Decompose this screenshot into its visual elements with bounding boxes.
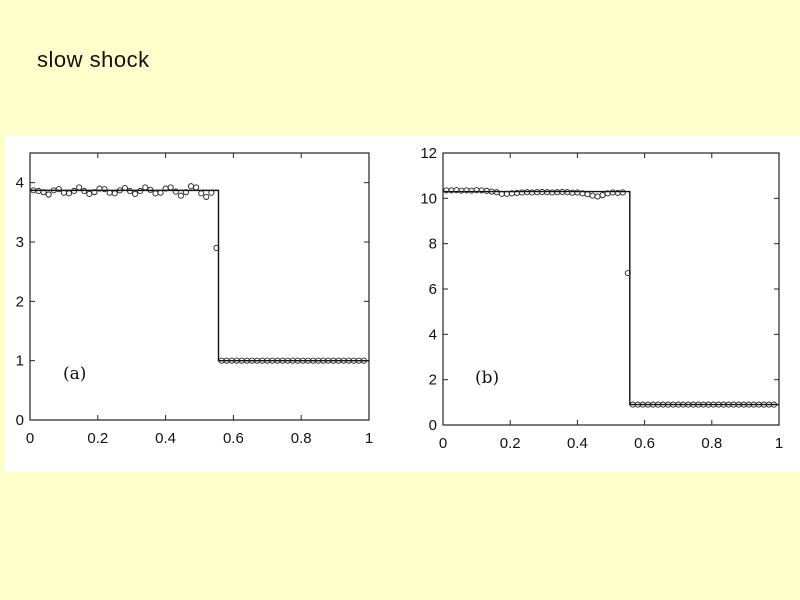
data-point	[518, 189, 526, 196]
data-point	[584, 191, 591, 198]
data-point	[167, 184, 174, 191]
data-point	[147, 186, 154, 193]
data-point	[111, 190, 118, 197]
data-point	[182, 189, 189, 196]
x-tick-label: 0.8	[701, 435, 722, 452]
y-tick-label: 4	[16, 175, 24, 192]
data-point	[599, 192, 606, 199]
x-tick-label: 0.4	[155, 430, 176, 447]
data-point	[45, 191, 52, 198]
y-tick-label: 2	[429, 372, 437, 389]
data-point	[152, 190, 159, 197]
x-tick-label: 1	[365, 430, 373, 447]
y-tick-label: 4	[429, 326, 437, 343]
plot-frame	[29, 152, 370, 421]
data-point	[594, 193, 601, 200]
chart-a: 0 0.2 0.4 0.6 0.8 1 0 1 2 3 4 (a)	[16, 152, 373, 447]
series-line	[443, 190, 779, 406]
y-tick-label: 2	[16, 293, 24, 310]
data-point	[360, 357, 367, 364]
data-point	[86, 190, 93, 197]
data-point	[770, 401, 778, 408]
data-point	[203, 193, 210, 200]
x-tick-label: 0.6	[223, 430, 244, 447]
x-tick-label: 0.6	[634, 435, 655, 452]
data-point	[528, 189, 536, 196]
y-tick-label: 8	[429, 236, 437, 253]
panel-label: (b)	[475, 368, 499, 388]
data-point	[208, 189, 215, 196]
data-point	[619, 189, 626, 196]
y-tick-label: 6	[429, 281, 437, 298]
data-point	[116, 187, 123, 194]
data-point	[132, 190, 139, 197]
data-point	[157, 189, 164, 196]
y-tick-label: 0	[429, 417, 437, 434]
data-point	[40, 189, 47, 196]
data-point	[71, 187, 78, 195]
data-point	[65, 190, 73, 197]
x-tick-label: 0.2	[500, 435, 521, 452]
series-line	[30, 189, 369, 362]
data-point	[468, 187, 475, 194]
data-point	[609, 189, 616, 196]
data-point	[177, 192, 184, 199]
x-tick-label: 0	[439, 435, 447, 452]
data-point	[91, 189, 98, 196]
data-point	[137, 187, 144, 195]
data-point	[589, 192, 596, 199]
x-tick-label: 1	[775, 435, 783, 452]
y-tick-label: 3	[16, 234, 24, 251]
data-point	[121, 184, 128, 192]
data-point	[198, 190, 205, 197]
data-point	[101, 186, 108, 193]
panel-label: (a)	[63, 364, 86, 384]
data-point	[549, 189, 556, 196]
x-tick-label: 0.4	[567, 435, 588, 452]
slide-title: slow shock	[37, 47, 150, 72]
data-point	[126, 187, 134, 195]
data-point	[187, 183, 195, 190]
y-tick-label: 12	[420, 145, 437, 162]
data-point	[624, 270, 631, 277]
y-tick-label: 1	[16, 353, 24, 370]
data-point	[142, 184, 149, 191]
x-tick-label: 0.2	[87, 430, 108, 447]
y-tick-label: 0	[16, 412, 24, 429]
data-point	[81, 187, 88, 195]
data-point	[172, 188, 179, 195]
data-point	[458, 187, 465, 194]
data-point	[213, 244, 220, 251]
data-point	[55, 186, 62, 193]
data-point	[193, 184, 200, 191]
x-tick-label: 0	[26, 430, 34, 447]
x-tick-label: 0.8	[291, 430, 312, 447]
figure-panel: 0 0.2 0.4 0.6 0.8 1 0 1 2 3 4 (a) 0 0.2 0.4 0.6 0.8 1 0 2 4…	[5, 135, 800, 472]
data-point	[76, 184, 83, 191]
y-tick-label: 10	[420, 190, 437, 207]
data-point	[574, 189, 581, 196]
